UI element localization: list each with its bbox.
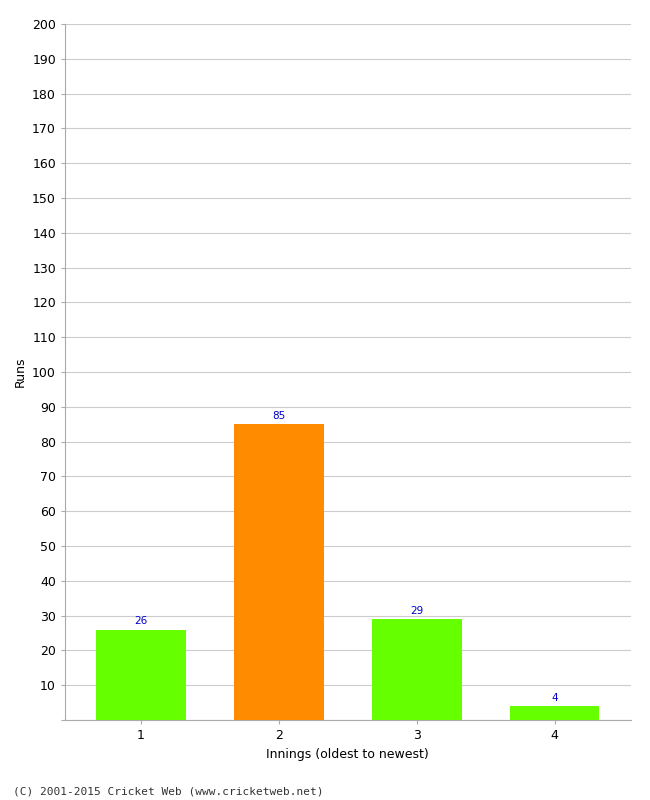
Bar	[234, 424, 324, 720]
X-axis label: Innings (oldest to newest): Innings (oldest to newest)	[266, 747, 429, 761]
Y-axis label: Runs: Runs	[14, 357, 27, 387]
Bar	[96, 630, 186, 720]
Bar	[372, 619, 461, 720]
Text: 85: 85	[272, 410, 285, 421]
Text: 26: 26	[135, 616, 148, 626]
Text: 4: 4	[551, 693, 558, 702]
Text: 29: 29	[410, 606, 423, 616]
Text: (C) 2001-2015 Cricket Web (www.cricketweb.net): (C) 2001-2015 Cricket Web (www.cricketwe…	[13, 786, 324, 796]
Bar	[510, 706, 599, 720]
